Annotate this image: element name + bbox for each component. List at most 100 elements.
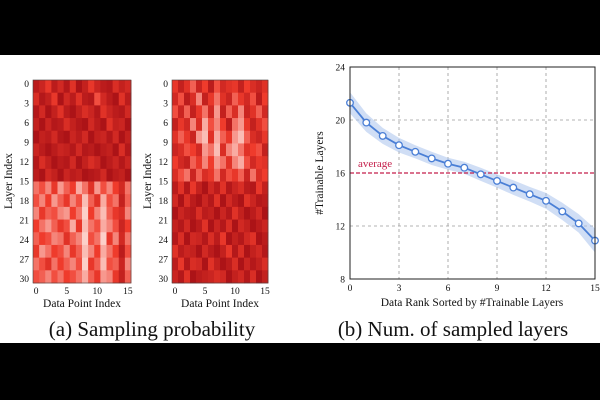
heat-cell <box>238 143 245 157</box>
heat-cell <box>172 80 179 94</box>
heat-cell <box>63 118 71 132</box>
heatmap-left-y-ticks: 0 3 6 9 12 15 18 21 24 27 30 <box>20 80 30 285</box>
heat-cell <box>250 181 257 195</box>
line-chart-y-ticks: 8 12 16 20 24 <box>336 64 346 286</box>
data-point <box>444 159 452 168</box>
heat-cell <box>94 105 101 119</box>
heat-cell <box>75 244 83 259</box>
heat-cell <box>118 156 126 170</box>
heat-cell <box>39 244 46 259</box>
heat-cell <box>69 92 77 106</box>
y-tick-label: 18 <box>20 197 30 207</box>
heat-cell <box>124 168 132 182</box>
heat-cell <box>39 105 46 119</box>
heat-cell <box>124 206 132 220</box>
heat-cell <box>256 156 263 170</box>
caption-a: (a) Sampling probability <box>49 317 256 341</box>
heat-cell <box>63 257 71 271</box>
heat-cell <box>178 219 185 233</box>
heat-cell <box>118 168 126 182</box>
heat-cell <box>75 130 83 144</box>
heat-cell <box>75 232 83 246</box>
heat-cell <box>244 80 251 94</box>
y-tick-label: 24 <box>20 236 30 246</box>
y-tick-label: 24 <box>159 236 169 246</box>
heat-cell <box>75 168 83 182</box>
heat-cell <box>124 194 132 208</box>
heat-cell <box>88 118 95 132</box>
heat-cell <box>39 257 46 271</box>
heat-cell <box>63 181 71 195</box>
heat-cell <box>33 194 40 208</box>
heat-cell <box>208 206 215 220</box>
heat-cell <box>33 156 40 170</box>
heat-cell <box>256 130 263 144</box>
heat-cell <box>244 156 251 170</box>
heat-cell <box>94 257 101 271</box>
figure-panel: 0 3 6 9 12 15 18 21 24 27 30 0 5 10 15 Data Point Ind… <box>0 55 600 343</box>
heat-cell <box>57 105 65 119</box>
heat-cell <box>112 156 120 170</box>
heat-cell <box>112 118 120 132</box>
heat-cell <box>94 130 101 144</box>
heat-cell <box>226 270 233 284</box>
heat-cell <box>112 181 120 195</box>
heat-cell <box>33 181 40 195</box>
heat-cell <box>45 206 52 220</box>
heat-cell <box>256 270 263 284</box>
heat-cell <box>256 257 263 271</box>
data-point <box>525 190 534 199</box>
heat-cell <box>238 156 245 170</box>
heat-cell <box>208 130 215 144</box>
heat-cell <box>124 156 132 170</box>
heat-cell <box>118 118 126 132</box>
heat-cell <box>226 257 233 271</box>
y-tick-label: 30 <box>159 275 169 285</box>
heat-cell <box>82 257 89 271</box>
heat-cell <box>82 105 89 119</box>
heat-cell <box>51 181 58 195</box>
heat-cell <box>196 156 203 170</box>
heat-cell <box>190 156 197 170</box>
heat-cell <box>100 232 107 246</box>
heat-cell <box>94 80 101 94</box>
heat-cell <box>106 80 114 94</box>
heat-cell <box>220 219 227 233</box>
heat-cell <box>39 206 46 220</box>
heat-cell <box>220 80 227 94</box>
heat-cell <box>256 168 263 182</box>
heat-cell <box>184 130 191 144</box>
heat-cell <box>190 194 197 208</box>
heat-cell <box>118 232 126 246</box>
y-tick-label: 6 <box>163 119 168 129</box>
heat-cell <box>184 143 191 157</box>
heat-cell <box>190 257 197 271</box>
heat-cell <box>256 105 263 119</box>
heat-cell <box>220 130 227 144</box>
heat-cell <box>82 219 89 233</box>
heat-cell <box>244 105 251 119</box>
heat-cell <box>94 181 101 195</box>
heat-cell <box>45 219 52 233</box>
heat-cell <box>88 181 95 195</box>
heat-cell <box>238 118 245 132</box>
heat-cell <box>63 105 71 119</box>
heat-cell <box>202 156 209 170</box>
heat-cell <box>214 219 221 233</box>
heat-cell <box>88 244 95 259</box>
heat-cell <box>75 80 83 94</box>
heatmap-left-y-label: Layer Index <box>3 153 15 209</box>
heat-cell <box>262 270 269 284</box>
heat-cell <box>220 206 227 220</box>
x-tick-label: 0 <box>173 287 178 297</box>
heat-cell <box>178 156 185 170</box>
heat-cell <box>190 206 197 220</box>
heat-cell <box>88 130 95 144</box>
heat-cell <box>202 181 209 195</box>
heat-cell <box>208 92 215 106</box>
heatmap-left: 0 3 6 9 12 15 18 21 24 27 30 0 5 10 15 Data Point Ind… <box>3 79 133 310</box>
data-point <box>574 219 583 228</box>
heat-cell <box>63 80 71 94</box>
heat-cell <box>208 105 215 119</box>
